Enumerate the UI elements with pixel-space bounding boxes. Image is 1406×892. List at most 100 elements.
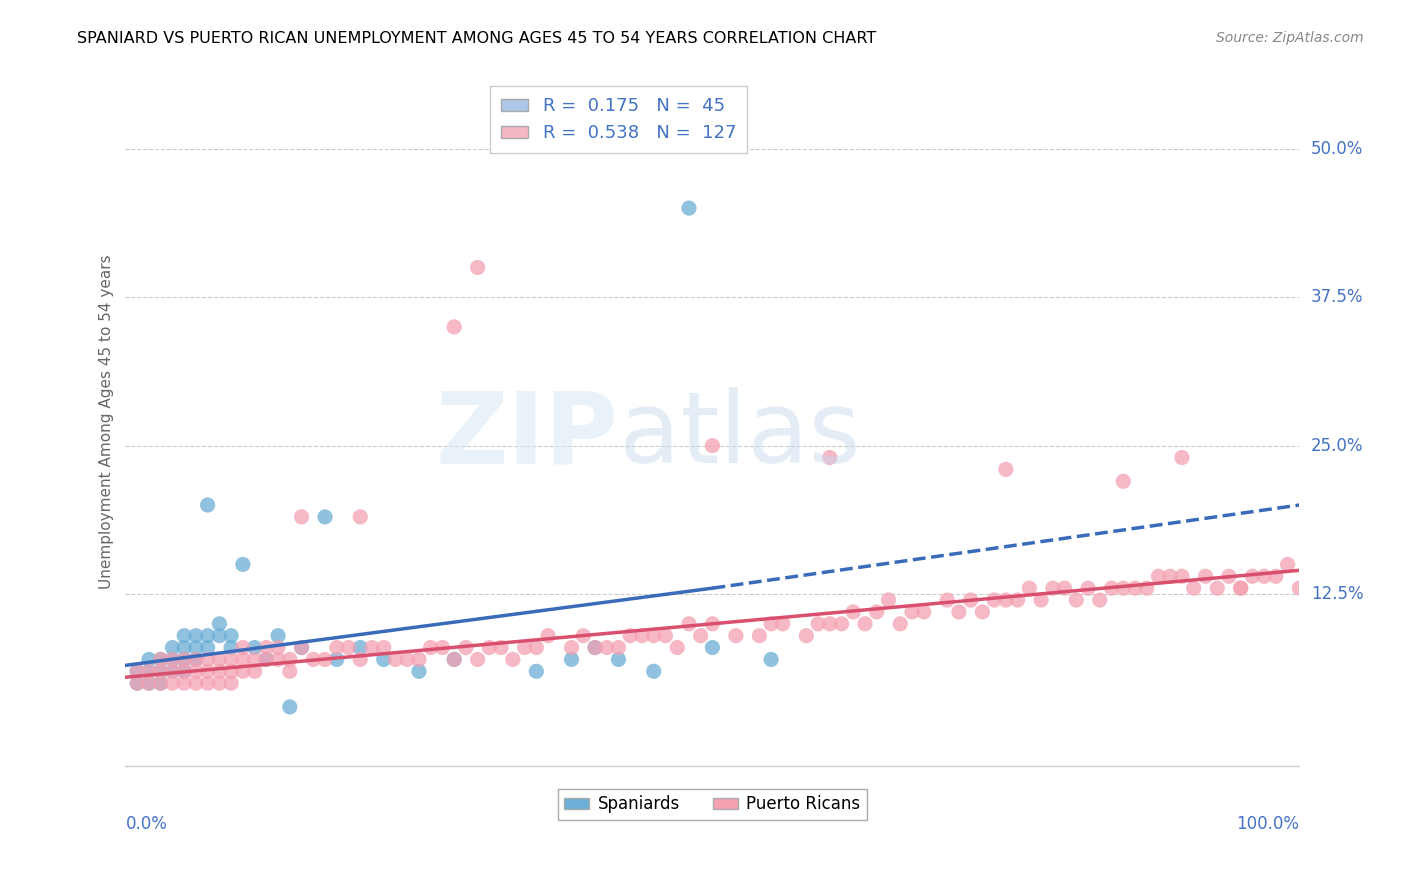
Point: [184, 652, 207, 666]
Point: [290, 640, 312, 655]
Point: [184, 652, 207, 666]
Point: [432, 640, 454, 655]
Point: [901, 605, 924, 619]
Y-axis label: Unemployment Among Ages 45 to 54 years: Unemployment Among Ages 45 to 54 years: [100, 254, 114, 590]
Point: [208, 665, 231, 679]
Point: [748, 629, 770, 643]
Point: [162, 676, 184, 690]
Point: [267, 652, 290, 666]
Point: [243, 652, 266, 666]
Point: [149, 652, 172, 666]
Point: [138, 676, 160, 690]
Point: [1264, 569, 1286, 583]
Point: [197, 640, 219, 655]
Point: [243, 640, 266, 655]
Point: [219, 665, 242, 679]
Point: [267, 640, 290, 655]
Point: [138, 652, 160, 666]
Point: [219, 640, 242, 655]
Point: [361, 640, 384, 655]
Point: [219, 652, 242, 666]
Point: [1206, 581, 1229, 595]
Point: [197, 629, 219, 643]
Point: [149, 665, 172, 679]
Point: [972, 605, 994, 619]
Point: [831, 616, 853, 631]
Point: [524, 665, 547, 679]
Point: [149, 676, 172, 690]
Point: [1077, 581, 1099, 595]
Point: [208, 652, 231, 666]
Point: [396, 652, 419, 666]
Text: 37.5%: 37.5%: [1312, 288, 1364, 306]
Point: [254, 640, 277, 655]
Point: [1229, 581, 1251, 595]
Point: [994, 462, 1017, 476]
Point: [1112, 475, 1135, 489]
Point: [326, 640, 349, 655]
Point: [983, 593, 1005, 607]
Point: [149, 652, 172, 666]
Point: [127, 676, 149, 690]
Point: [162, 652, 184, 666]
Point: [912, 605, 935, 619]
Text: SPANIARD VS PUERTO RICAN UNEMPLOYMENT AMONG AGES 45 TO 54 YEARS CORRELATION CHAR: SPANIARD VS PUERTO RICAN UNEMPLOYMENT AM…: [77, 31, 876, 46]
Point: [1171, 569, 1194, 583]
Point: [326, 652, 349, 666]
Point: [583, 640, 606, 655]
Point: [197, 652, 219, 666]
Point: [208, 676, 231, 690]
Point: [443, 652, 465, 666]
Point: [1229, 581, 1251, 595]
Point: [818, 616, 841, 631]
Point: [513, 640, 536, 655]
Point: [243, 665, 266, 679]
Point: [643, 665, 665, 679]
Point: [467, 260, 489, 275]
Point: [173, 665, 195, 679]
Point: [678, 201, 700, 215]
Point: [866, 605, 889, 619]
Point: [162, 665, 184, 679]
Point: [278, 700, 301, 714]
Point: [149, 665, 172, 679]
Point: [219, 629, 242, 643]
Text: 0.0%: 0.0%: [125, 814, 167, 832]
Point: [666, 640, 689, 655]
Point: [173, 665, 195, 679]
Point: [1277, 558, 1299, 572]
Point: [197, 665, 219, 679]
Text: 100.0%: 100.0%: [1236, 814, 1299, 832]
Point: [1194, 569, 1216, 583]
Point: [502, 652, 524, 666]
Point: [1029, 593, 1052, 607]
Point: [278, 652, 301, 666]
Point: [278, 665, 301, 679]
Point: [149, 676, 172, 690]
Point: [184, 676, 207, 690]
Point: [349, 509, 371, 524]
Point: [173, 676, 195, 690]
Point: [537, 629, 560, 643]
Point: [127, 676, 149, 690]
Point: [583, 640, 606, 655]
Point: [232, 652, 254, 666]
Legend: Spaniards, Puerto Ricans: Spaniards, Puerto Ricans: [558, 789, 868, 820]
Point: [1253, 569, 1275, 583]
Text: 25.0%: 25.0%: [1312, 437, 1364, 455]
Point: [1053, 581, 1076, 595]
Point: [384, 652, 406, 666]
Point: [772, 616, 794, 631]
Point: [173, 629, 195, 643]
Point: [1088, 593, 1111, 607]
Point: [478, 640, 501, 655]
Point: [197, 498, 219, 512]
Point: [948, 605, 970, 619]
Point: [689, 629, 711, 643]
Point: [1218, 569, 1240, 583]
Point: [162, 665, 184, 679]
Point: [654, 629, 676, 643]
Point: [373, 640, 395, 655]
Point: [314, 509, 336, 524]
Text: atlas: atlas: [619, 387, 860, 484]
